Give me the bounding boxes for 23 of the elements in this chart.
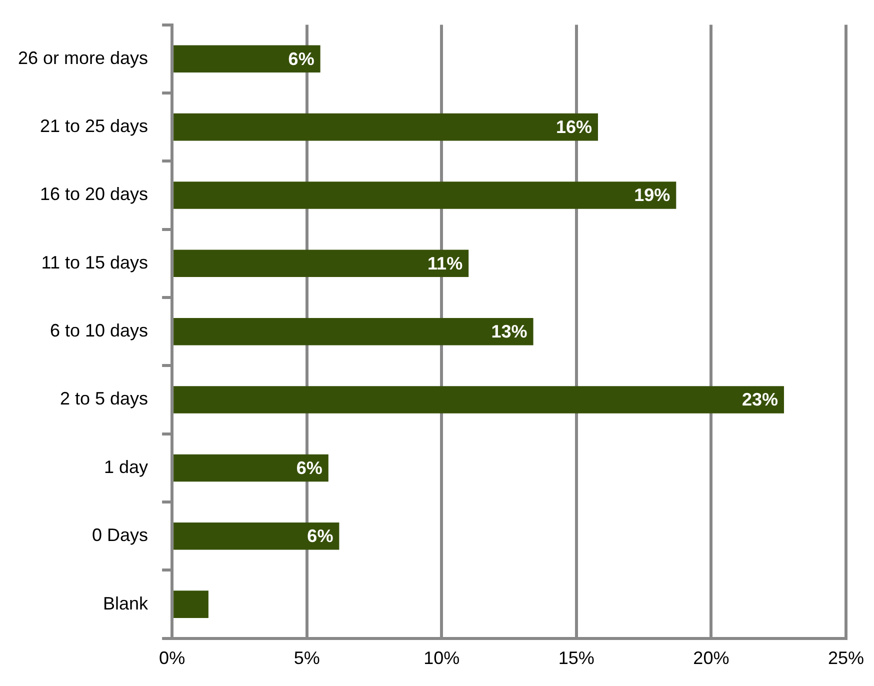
y-tick-label: 1 day (104, 456, 148, 477)
data-label: 11% (428, 253, 463, 274)
data-label: 19% (634, 185, 670, 206)
y-tick-label: 2 to 5 days (60, 388, 148, 409)
y-tick-label: 11 to 15 days (41, 252, 148, 272)
data-label: 23% (742, 390, 778, 410)
y-tick-label: 21 to 25 days (40, 116, 148, 136)
y-tick-label: Blank (103, 593, 150, 614)
data-label: 16% (556, 117, 592, 138)
x-tick-label: 0% (159, 648, 186, 668)
data-label: 6% (307, 526, 334, 546)
x-tick-label: 5% (294, 648, 320, 668)
data-label: 13% (491, 322, 528, 342)
x-tick-label: 25% (828, 648, 864, 668)
x-tick-label: 20% (693, 648, 730, 668)
y-tick-label: 0 Days (92, 525, 148, 546)
y-tick-label: 16 to 20 days (40, 184, 148, 204)
data-label: 6% (288, 48, 314, 69)
data-label: 6% (296, 458, 322, 478)
y-tick-label: 6 to 10 days (50, 320, 148, 341)
y-tick-label: 26 or more days (18, 48, 148, 68)
x-tick-label: 10% (424, 648, 460, 668)
x-tick-label: 15% (558, 648, 594, 668)
